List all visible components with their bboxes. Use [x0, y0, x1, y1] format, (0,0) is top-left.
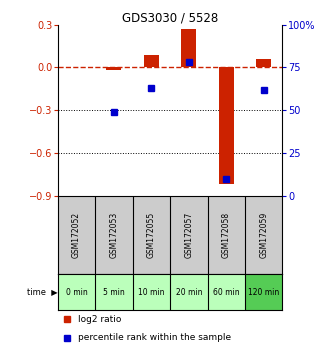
Text: 0 min: 0 min [65, 287, 87, 297]
Text: 120 min: 120 min [248, 287, 279, 297]
Text: GSM172058: GSM172058 [222, 212, 231, 258]
Text: GSM172059: GSM172059 [259, 212, 268, 258]
Bar [144, 55, 159, 68]
Text: log2 ratio: log2 ratio [78, 315, 121, 324]
Bar [95, 274, 133, 310]
Bar [133, 274, 170, 310]
Bar [245, 274, 282, 310]
Text: time  ▶: time ▶ [27, 287, 58, 297]
Text: GSM172053: GSM172053 [109, 212, 118, 258]
Text: 10 min: 10 min [138, 287, 165, 297]
Bar [181, 29, 196, 68]
Text: 60 min: 60 min [213, 287, 239, 297]
Text: 20 min: 20 min [176, 287, 202, 297]
Text: GSM172057: GSM172057 [184, 212, 193, 258]
Text: 5 min: 5 min [103, 287, 125, 297]
Text: GSM172055: GSM172055 [147, 212, 156, 258]
Bar [208, 274, 245, 310]
Bar [107, 68, 121, 70]
Text: GSM172052: GSM172052 [72, 212, 81, 258]
Bar [256, 59, 271, 68]
Title: GDS3030 / 5528: GDS3030 / 5528 [122, 12, 218, 25]
Bar [58, 274, 95, 310]
Text: percentile rank within the sample: percentile rank within the sample [78, 333, 231, 342]
Bar [170, 274, 208, 310]
Bar [219, 68, 234, 184]
